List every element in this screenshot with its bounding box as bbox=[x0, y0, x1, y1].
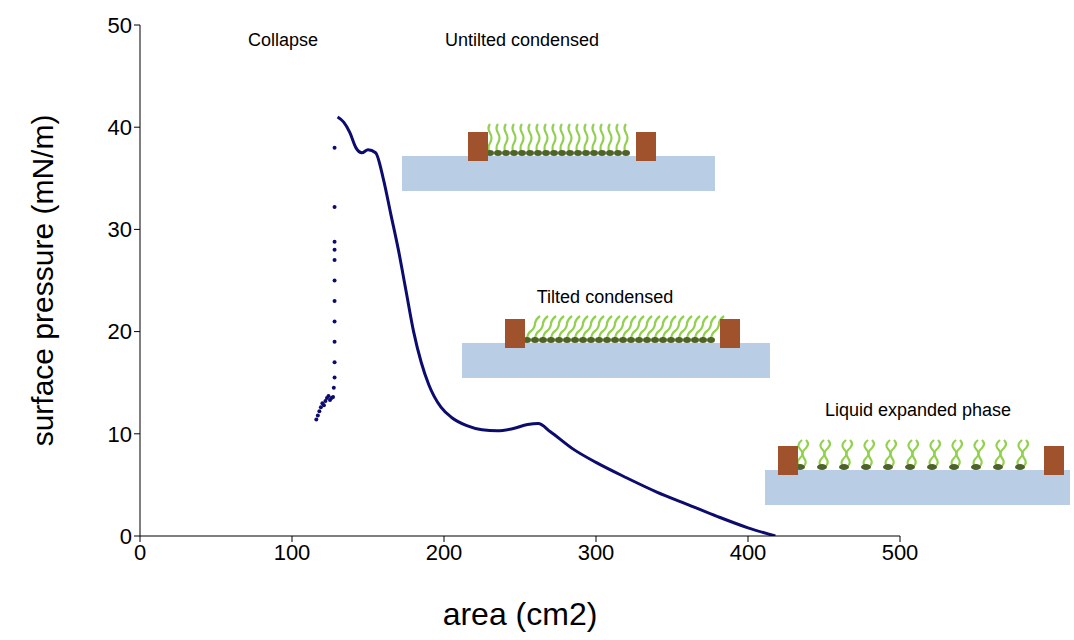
svg-text:Liquid expanded phase: Liquid expanded phase bbox=[825, 400, 1011, 420]
svg-text:400: 400 bbox=[730, 540, 767, 565]
svg-text:Untilted condensed: Untilted condensed bbox=[445, 30, 599, 50]
svg-text:20: 20 bbox=[108, 319, 132, 344]
svg-text:area (cm2): area (cm2) bbox=[443, 596, 598, 632]
svg-text:100: 100 bbox=[274, 540, 311, 565]
svg-text:surface pressure (mN/m): surface pressure (mN/m) bbox=[26, 115, 59, 447]
svg-text:500: 500 bbox=[882, 540, 919, 565]
svg-text:30: 30 bbox=[108, 217, 132, 242]
svg-text:200: 200 bbox=[426, 540, 463, 565]
svg-text:0: 0 bbox=[120, 524, 132, 549]
svg-text:Tilted condensed: Tilted condensed bbox=[537, 287, 673, 307]
svg-text:Collapse: Collapse bbox=[248, 30, 318, 50]
svg-text:50: 50 bbox=[108, 13, 132, 38]
svg-text:10: 10 bbox=[108, 422, 132, 447]
svg-text:0: 0 bbox=[134, 540, 146, 565]
svg-text:300: 300 bbox=[578, 540, 615, 565]
svg-text:40: 40 bbox=[108, 115, 132, 140]
